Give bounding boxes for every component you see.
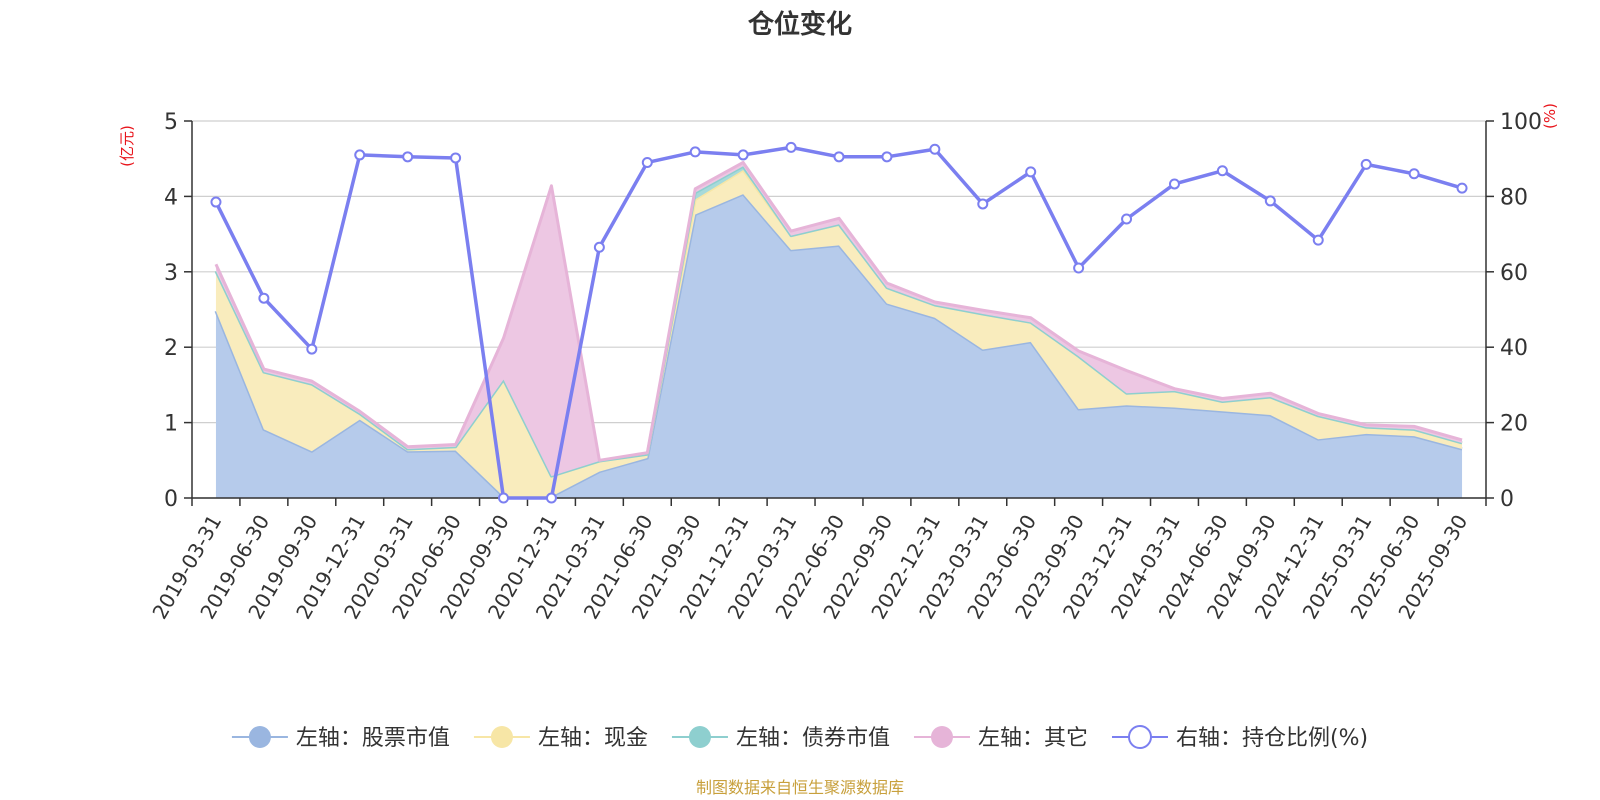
position-ratio-point (354, 149, 366, 161)
legend-label: 左轴：股票市值 (296, 726, 450, 751)
legend-label: 左轴：现金 (538, 726, 648, 751)
position-ratio-point (1312, 234, 1324, 246)
position-ratio-point (593, 241, 605, 253)
right-axis-tick-label: 20 (1500, 412, 1528, 437)
left-axis-tick-label: 0 (164, 487, 178, 512)
position-ratio-point (1025, 166, 1037, 178)
area-1 (215, 170, 1463, 497)
position-ratio-point (402, 151, 414, 163)
legend-item-1: 左轴：现金 (473, 726, 648, 751)
left-axis-tick-label: 3 (164, 261, 178, 286)
right-axis-tick-label: 80 (1500, 185, 1528, 210)
right-axis-unit: (%) (1541, 103, 1559, 129)
legend-label: 右轴：持仓比例(%) (1176, 726, 1368, 751)
area-line-3 (214, 160, 1463, 462)
legend-label: 左轴：债券市值 (736, 726, 890, 751)
right-axis-tick-label: 40 (1500, 336, 1528, 361)
position-ratio-point (689, 146, 701, 158)
legend-marker-icon (1127, 725, 1152, 749)
legend-marker-icon (248, 726, 271, 748)
legend-item-3: 左轴：其它 (913, 726, 1088, 751)
left-axis-unit: (亿元) (118, 125, 136, 167)
position-ratio-point (977, 198, 989, 210)
legend: 左轴：股票市值 左轴：现金 左轴：债券市值 左轴：其它 右轴：持仓比例(%) (231, 725, 1368, 751)
position-ratio-point (641, 156, 653, 168)
position-ratio-line (210, 141, 1468, 504)
stacked-areas (214, 160, 1463, 498)
legend-item-0: 左轴：股票市值 (231, 726, 450, 751)
legend-item-2: 左轴：债券市值 (671, 726, 890, 751)
position-ratio-point (498, 492, 510, 504)
legend-marker-icon (490, 726, 513, 748)
position-ratio-point (1360, 158, 1372, 170)
right-axis-tick-label: 0 (1500, 487, 1514, 512)
position-ratio-point (785, 141, 797, 153)
position-ratio-point (1456, 182, 1468, 194)
position-ratio-point (545, 492, 557, 504)
legend-marker-icon (688, 726, 711, 748)
right-axis-tick-label: 60 (1500, 261, 1528, 286)
position-ratio-point (450, 152, 462, 164)
chart-title: 仓位变化 (747, 9, 852, 40)
source-note: 制图数据来自恒生聚源数据库 (696, 778, 904, 797)
right-axis-tick-label: 100 (1500, 110, 1542, 135)
position-ratio-point (210, 196, 222, 208)
legend-item-4: 右轴：持仓比例(%) (1111, 725, 1368, 751)
position-ratio-point (1216, 165, 1228, 177)
position-ratio-point (1168, 178, 1180, 190)
position-ratio-point (1121, 213, 1133, 225)
area-0 (215, 194, 1463, 498)
legend-label: 左轴：其它 (978, 726, 1088, 751)
left-axis-tick-label: 2 (164, 336, 178, 361)
position-ratio-point (737, 149, 749, 161)
position-ratio-point (306, 343, 318, 355)
position-ratio-point (1264, 195, 1276, 207)
legend-marker-icon (930, 726, 953, 748)
position-ratio-point (881, 151, 893, 163)
position-ratio-point (1073, 262, 1085, 274)
left-axis-tick-label: 4 (164, 185, 178, 210)
position-ratio-point (258, 292, 270, 304)
position-ratio-point (929, 143, 941, 155)
position-ratio-point (833, 151, 845, 163)
area-3 (215, 162, 1463, 477)
position-ratio-point (1408, 168, 1420, 180)
left-axis-tick-label: 5 (164, 110, 178, 135)
left-axis-tick-label: 1 (164, 412, 178, 437)
